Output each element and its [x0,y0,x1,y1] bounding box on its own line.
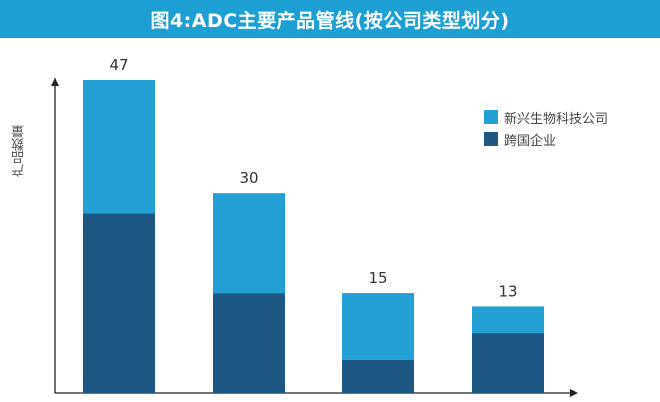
legend-item-emerging: 新兴生物科技公司 [484,106,608,128]
legend-item-multinational: 跨国企业 [484,128,608,150]
bar-multinational-2 [213,293,285,393]
legend-label-multinational: 跨国企业 [504,133,557,149]
bar-emerging-3 [342,293,414,360]
y-axis-arrow [51,78,59,86]
bar-emerging-2 [213,193,285,294]
data-label-total-2: 30 [239,169,258,187]
legend-swatch-emerging [484,110,498,124]
bar-emerging-1 [83,79,155,214]
title-bar: 图4:ADC主要产品管线(按公司类型划分) [0,0,660,38]
data-label-total-3: 15 [368,269,387,287]
bar-emerging-4 [472,306,544,334]
bar-chart: 47 30 15 13 [51,56,578,397]
bar-multinational-1 [83,213,155,393]
x-axis-arrow [570,389,578,397]
data-label-total-4: 13 [498,282,517,300]
chart-title: 图4:ADC主要产品管线(按公司类型划分) [150,9,510,32]
legend-swatch-multinational [484,132,498,146]
legend: 新兴生物科技公司 跨国企业 [484,106,608,150]
chart-area: 47 30 15 13 [0,38,660,402]
bar-multinational-4 [472,333,544,393]
legend-label-emerging: 新兴生物科技公司 [504,111,609,127]
data-label-total-1: 47 [109,56,128,74]
bar-multinational-3 [342,359,414,393]
